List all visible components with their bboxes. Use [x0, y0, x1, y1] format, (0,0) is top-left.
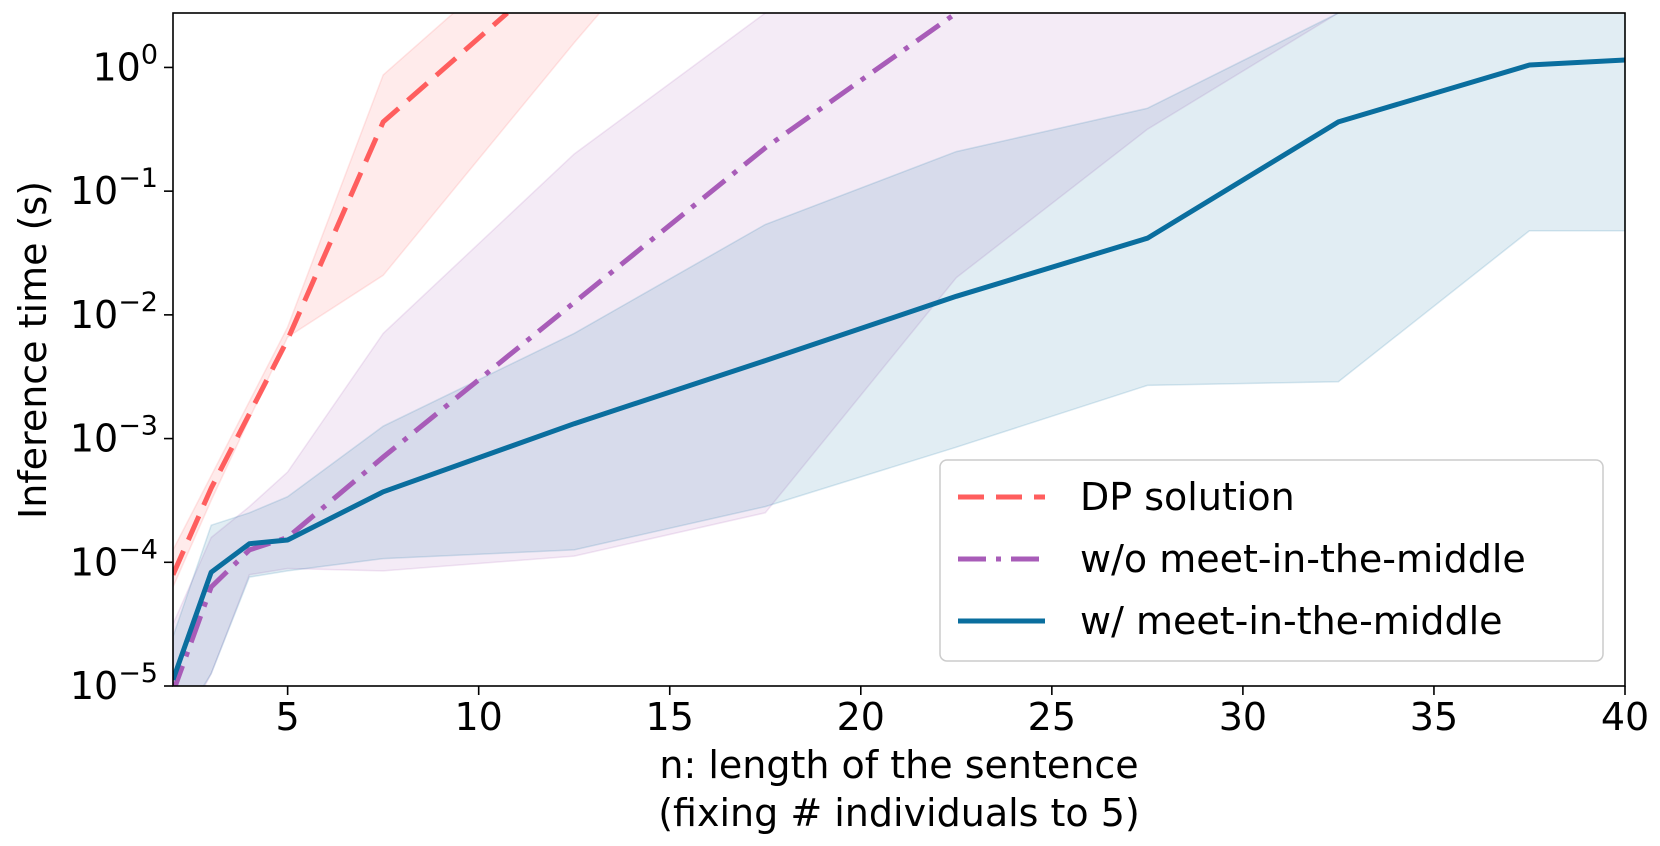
legend-label-w-meet-in-the-middle: w/ meet-in-the-middle — [1080, 599, 1503, 643]
y-tick-label--1: 10−1 — [70, 163, 158, 213]
legend-label-w-o-meet-in-the-middle: w/o meet-in-the-middle — [1080, 537, 1526, 581]
x-axis-label-line2: (fixing # individuals to 5) — [658, 791, 1140, 835]
legend-label-dp-solution: DP solution — [1080, 475, 1295, 519]
series-lines — [173, 13, 1625, 686]
line-w-meet-in-the-middle — [173, 57, 1625, 681]
x-tick-label-20: 20 — [837, 695, 885, 739]
confidence-bands — [173, 13, 1625, 686]
y-axis-label: Inference time (s) — [11, 181, 55, 519]
band-w-meet-in-the-middle — [173, 13, 1625, 686]
legend: DP solution w/o meet-in-the-middle w/ meet… — [939, 459, 1604, 662]
y-tick-label--3: 10−3 — [70, 411, 158, 461]
y-axis: 10−5 10−4 10−3 10−2 10−1 100 — [70, 39, 173, 708]
line-w-o-meet-in-the-middle — [173, 13, 958, 686]
x-tick-label-5: 5 — [276, 695, 300, 739]
x-tick-label-10: 10 — [455, 695, 503, 739]
x-axis-label: n: length of the sentence — [659, 743, 1138, 787]
y-tick-label--4: 10−4 — [70, 534, 158, 584]
y-tick-label--2: 10−2 — [70, 287, 158, 337]
x-tick-label-35: 35 — [1410, 695, 1458, 739]
y-tick-label--5: 10−5 — [70, 658, 158, 708]
band-dp-solution — [173, 13, 601, 588]
x-axis: 5 10 15 20 25 30 35 40 — [276, 686, 1649, 739]
x-tick-label-40: 40 — [1601, 695, 1649, 739]
plot-frame — [172, 12, 1626, 687]
band-w-o-meet-in-the-middle — [173, 13, 1340, 686]
x-tick-label-25: 25 — [1028, 695, 1076, 739]
x-tick-label-30: 30 — [1219, 695, 1267, 739]
x-tick-label-15: 15 — [646, 695, 694, 739]
line-dp-solution — [173, 13, 509, 576]
y-tick-label-0: 100 — [92, 39, 158, 89]
legend-box — [939, 459, 1604, 662]
